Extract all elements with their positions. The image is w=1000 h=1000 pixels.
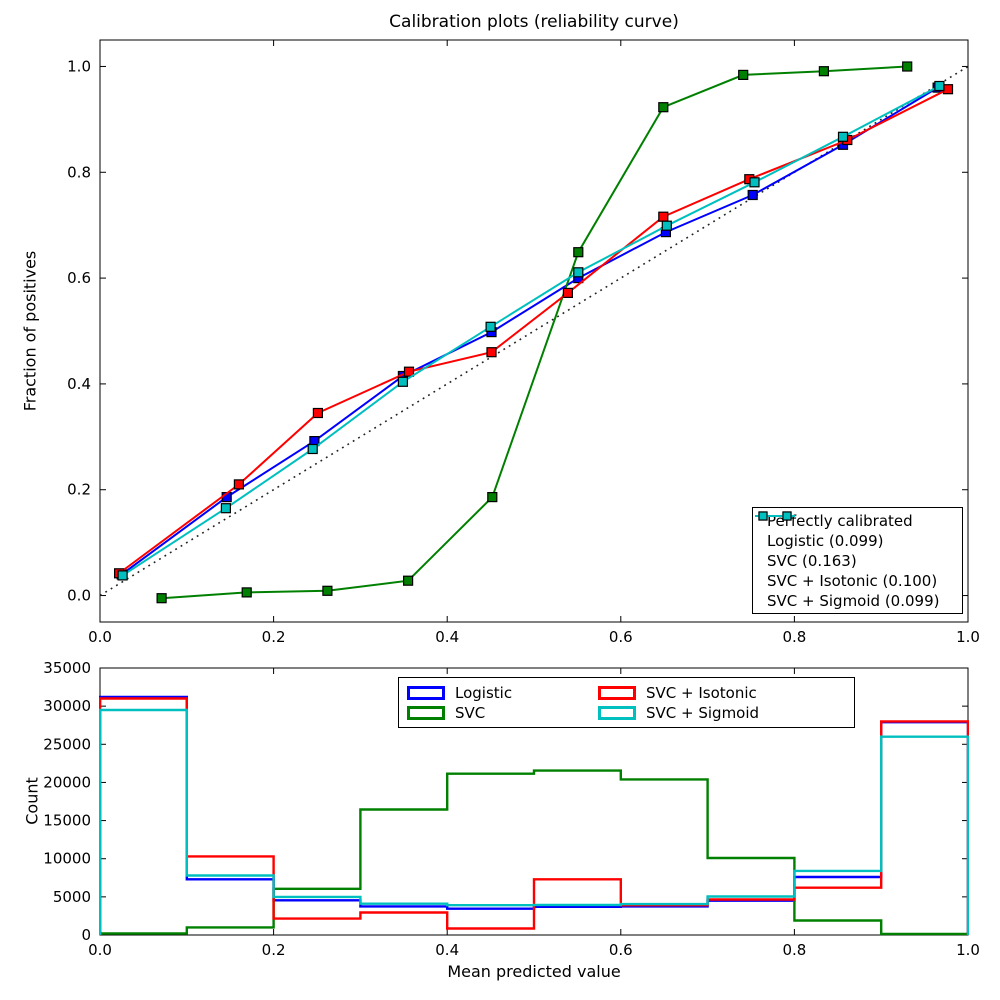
legend-label: Logistic [455,684,513,702]
hist-step-svc [99,769,969,936]
histogram-swatch-icon [598,706,636,720]
legend-reliability: Perfectly calibrated Logistic (0.099) SV… [752,507,963,614]
hist-step-svc-sigmoid [99,708,969,935]
legend-item: SVC (0.163) [755,511,956,571]
series-line-svc-sigmoid-0-099 [122,85,940,577]
y-axis-label-bottom: Count [22,777,42,825]
series-line-logistic-0-099 [121,86,939,576]
legend-item: Logistic (0.099) [755,511,956,551]
legend-label: Perfectly calibrated [767,512,913,530]
legend-histogram: Logistic SVC + Isotonic SVC SVC + Sigmoi… [398,677,855,728]
marker-svc-isotonic-0-100 [942,84,954,95]
y-tick-label: 0.6 [67,269,91,287]
reliability-series [99,61,969,604]
marker-svc-0-163 [322,585,333,596]
marker-svc-isotonic-0-100 [658,211,669,222]
y-tick-label: 35000 [43,659,91,677]
marker-svc-0-163 [573,247,584,258]
legend-label: SVC + Isotonic (0.100) [767,572,938,590]
legend-label: SVC + Sigmoid (0.099) [767,592,940,610]
marker-svc-sigmoid-0-099 [220,503,231,514]
marker-svc-0-163 [658,102,669,113]
y-tick-label: 0.0 [67,587,91,605]
y-tick-label: 25000 [43,735,91,753]
marker-svc-0-163 [403,575,414,586]
y-tick-label: 10000 [43,850,91,868]
x-tick-label: 0.2 [262,941,286,959]
y-tick-label: 30000 [43,697,91,715]
marker-svc-sigmoid-0-099 [485,321,496,332]
legend-item: SVC + Isotonic (0.100) [755,511,956,591]
legend-item: Logistic [407,684,598,702]
x-tick-label: 0.8 [782,941,806,959]
marker-svc-isotonic-0-100 [312,407,323,419]
hist-step-svc-isotonic [99,697,969,935]
legend-label: Logistic (0.099) [767,532,884,550]
legend-label: SVC (0.163) [767,552,857,570]
y-tick-label: 20000 [43,773,91,791]
series-line-svc-isotonic-0-100 [118,88,949,575]
y-tick-label: 0.2 [67,481,91,499]
x-tick-label: 1.0 [956,941,980,959]
marker-svc-sigmoid-0-099 [749,177,760,188]
y-tick-label: 15000 [43,812,91,830]
legend-item: SVC [407,704,598,722]
marker-logistic-0-099 [747,189,758,201]
x-tick-label: 0.0 [88,941,112,959]
legend-label: SVC + Sigmoid [646,704,760,722]
histogram-swatch-icon [407,686,445,700]
line-marker-sample-icon [755,511,795,521]
x-tick-label: 1.0 [956,628,980,646]
x-tick-label: 0.4 [435,941,459,959]
marker-svc-sigmoid-0-099 [307,443,318,455]
x-tick-label: 0.2 [262,628,286,646]
marker-svc-0-163 [738,69,749,81]
axes-spines [99,39,969,623]
marker-svc-0-163 [818,66,830,77]
marker-svc-isotonic-0-100 [233,479,244,490]
x-tick-label: 0.6 [609,628,633,646]
series-line-svc-0-163 [161,65,908,600]
marker-svc-sigmoid-0-099 [397,376,408,387]
histogram-swatch-icon [598,686,636,700]
marker-svc-sigmoid-0-099 [661,220,672,231]
legend-item: SVC + Sigmoid (0.099) [755,511,956,611]
axes-reliability: 0.0 0.2 0.4 0.6 0.8 1.0 0.0 0.2 0.4 0.6 0.8 1.0 [67,39,980,646]
legend-label: SVC [455,704,486,722]
marker-svc-0-163 [156,593,167,604]
marker-svc-sigmoid-0-099 [117,570,128,581]
x-tick-label: 0.4 [435,628,459,646]
y-tick-label: 0 [81,926,91,944]
y-tick-label: 0.8 [67,163,91,181]
x-tick-label: 0.6 [609,941,633,959]
legend-label: SVC + Isotonic [646,684,757,702]
marker-svc-0-163 [487,492,498,503]
marker-svc-0-163 [902,61,913,72]
marker-svc-isotonic-0-100 [403,366,415,377]
y-axis-label-top: Fraction of positives [20,250,40,412]
x-tick-label: 0.0 [88,628,112,646]
x-tick-label: 0.8 [782,628,806,646]
y-tick-label: 0.4 [67,375,91,393]
y-tick-label: 1.0 [67,57,91,75]
marker-svc-isotonic-0-100 [486,347,497,358]
marker-svc-sigmoid-0-099 [934,80,945,92]
marker-svc-isotonic-0-100 [562,287,574,298]
legend-item: SVC + Sigmoid [598,704,846,722]
marker-svc-sigmoid-0-099 [573,267,584,278]
histogram-series [99,695,969,936]
axes-histogram: 0.0 0.2 0.4 0.6 0.8 1.0 0 5000 10000 15000 20000 25… [43,659,980,959]
histogram-swatch-icon [407,706,445,720]
page-title: Calibration plots (reliability curve) [389,12,679,32]
legend-item: SVC + Isotonic [598,684,846,702]
x-axis-label-bottom: Mean predicted value [447,962,621,981]
marker-svc-0-163 [241,587,252,598]
y-tick-label: 5000 [53,888,91,906]
marker-svc-sigmoid-0-099 [837,131,849,142]
